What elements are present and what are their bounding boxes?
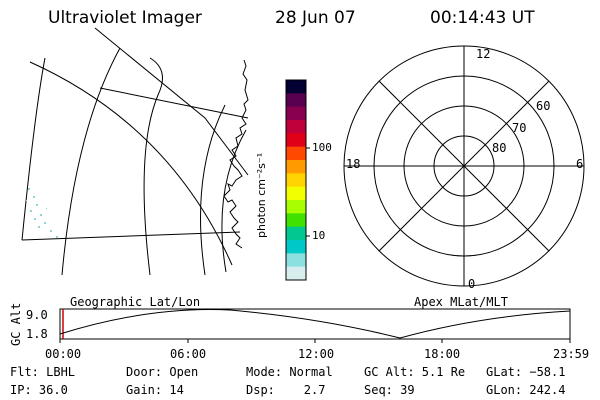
map-grid-line (21, 231, 241, 241)
map-grid-line (200, 104, 226, 276)
instrument-title: Ultraviolet Imager (48, 8, 202, 28)
colorbar-segment (286, 106, 306, 121)
colorbar-segment (286, 253, 306, 268)
orbit-left-title: Geographic Lat/Lon (70, 295, 201, 309)
colorbar-segment (286, 200, 306, 214)
lat-label-70: 70 (512, 121, 527, 135)
glon-readout: GLon: 242.4 (486, 383, 566, 397)
colorbar-segment (286, 120, 306, 134)
colorbar-segment (286, 213, 306, 228)
mlt-label-12: 12 (476, 47, 491, 61)
time-tick-label-2359: 23:59 (553, 347, 590, 361)
map-grid-line (29, 61, 233, 266)
seq-readout: Seq: 39 (364, 383, 415, 397)
colorbar-segment (286, 93, 306, 108)
map-grid-line (94, 27, 249, 176)
mlt-label-18: 18 (346, 157, 361, 171)
lat-label-80: 80 (492, 141, 507, 155)
colorbar-segment (286, 146, 306, 161)
colorbar-frame (285, 79, 307, 281)
colorbar-segment (286, 240, 306, 254)
time-tick-label-1800: 18:00 (424, 347, 461, 361)
orbit-y-tick-low: 1.8 (26, 327, 48, 341)
gc-alt-readout: GC Alt: 5.1 Re (364, 365, 466, 379)
door-readout: Door: Open (126, 365, 199, 379)
colorbar-tick-10: 10 (312, 229, 326, 242)
map-grid-line (99, 87, 249, 119)
time-label: 00:14:43 UT (430, 8, 535, 28)
colorbar-segment (286, 186, 306, 201)
mlt-line-diag (378, 80, 550, 252)
glat-readout: GLat: −58.1 (486, 365, 566, 379)
time-tick-label-0000: 00:00 (45, 347, 82, 361)
orbit-frame (59, 308, 571, 340)
time-tick-label-1200: 12:00 (298, 347, 335, 361)
date-label: 28 Jun 07 (275, 8, 356, 28)
gain-readout: Gain: 14 (126, 383, 184, 397)
orbit-y-tick-high: 9.0 (26, 308, 48, 322)
map-grid-line (21, 57, 46, 241)
colorbar-segment (286, 80, 306, 94)
mode-readout: Mode: Normal (246, 365, 333, 379)
lat-label-60: 60 (536, 99, 551, 113)
colorbar-tick-100: 100 (312, 141, 332, 154)
colorbar-segment (286, 226, 306, 241)
coastline (223, 59, 249, 249)
colorbar-segment (286, 266, 306, 281)
map-grid-line (61, 47, 121, 276)
altitude-curve (59, 309, 571, 339)
ip-readout: IP: 36.0 (10, 383, 68, 397)
colorbar-segment (286, 173, 306, 188)
mlt-label-0: 0 (468, 277, 476, 291)
filter-readout: Flt: LBHL (10, 365, 76, 379)
time-tick-label-0600: 06:00 (170, 347, 207, 361)
aurora-speckles (26, 188, 58, 238)
orbit-right-title: Apex MLat/MLT (414, 295, 508, 309)
colorbar-segment (286, 133, 306, 148)
map-grid-line (143, 57, 163, 276)
dsp-readout: Dsp: 2.7 (246, 383, 326, 397)
colorbar-segment (286, 160, 306, 174)
mlt-label-6: 6 (576, 157, 584, 171)
